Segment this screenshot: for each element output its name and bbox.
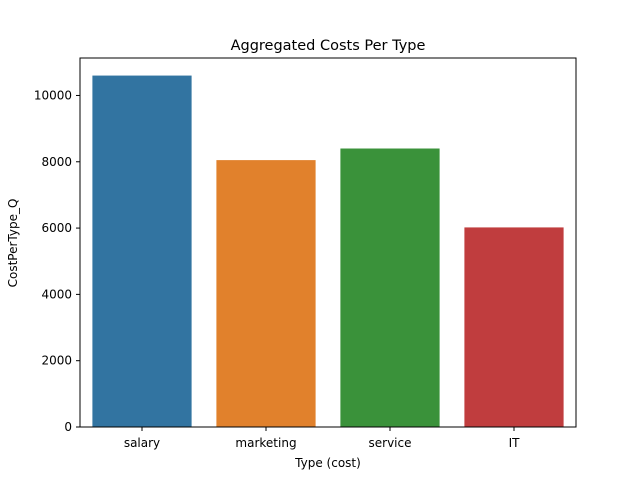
chart-title: Aggregated Costs Per Type xyxy=(231,38,426,54)
y-tick-label: 10000 xyxy=(34,88,72,102)
x-axis: salary marketing service IT xyxy=(124,427,520,450)
x-tick-label: IT xyxy=(509,436,521,450)
x-tick-label: salary xyxy=(124,436,160,450)
bar-it xyxy=(464,227,564,427)
bars-layer xyxy=(92,75,564,428)
y-axis-label: CostPerType_Q xyxy=(6,199,20,288)
y-tick-label: 2000 xyxy=(41,354,72,368)
y-tick-label: 8000 xyxy=(41,155,72,169)
bar-marketing xyxy=(216,160,316,427)
y-axis: 0 2000 4000 6000 8000 10000 xyxy=(34,88,80,434)
y-tick-label: 4000 xyxy=(41,287,72,301)
x-tick-label: service xyxy=(369,436,412,450)
y-tick-label: 0 xyxy=(64,420,72,434)
bar-service xyxy=(340,148,440,427)
x-tick-label: marketing xyxy=(235,436,296,450)
bar-salary xyxy=(92,75,192,428)
x-axis-label: Type (cost) xyxy=(294,456,361,470)
plot-frame xyxy=(79,57,577,428)
y-tick-label: 6000 xyxy=(41,221,72,235)
